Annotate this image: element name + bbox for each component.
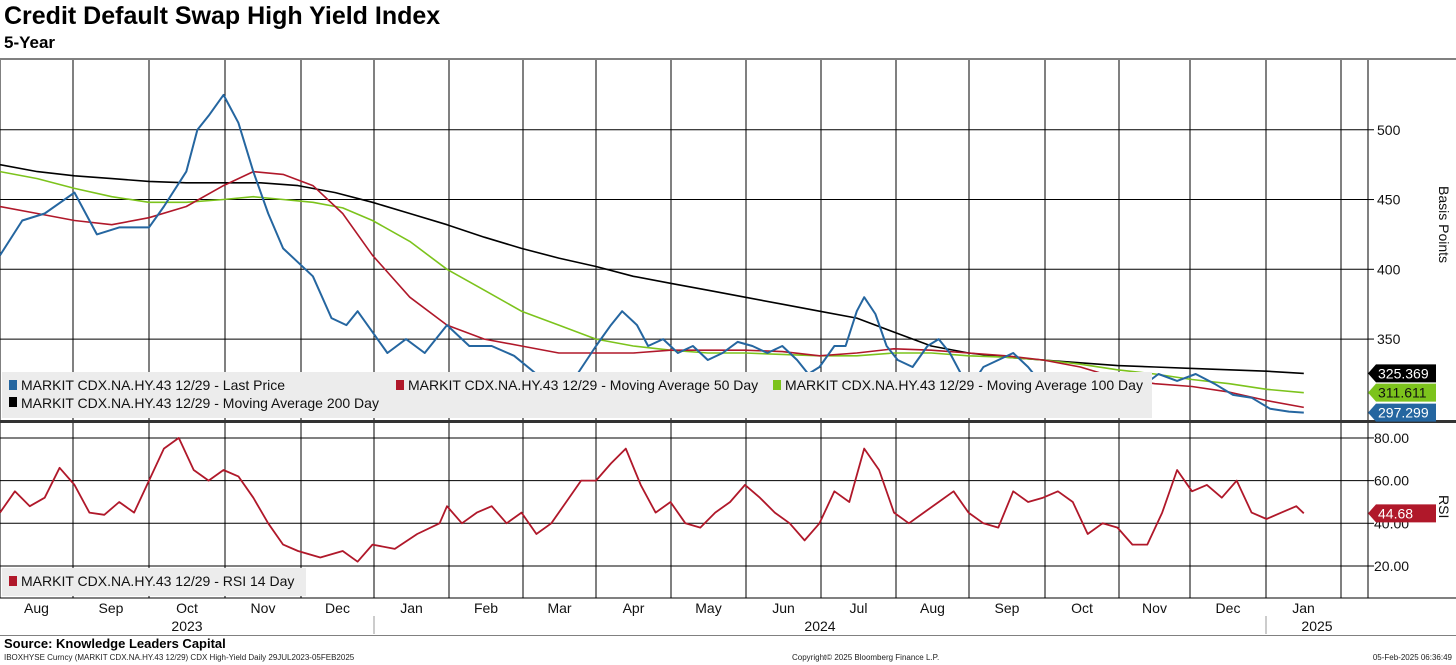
panel-separator [0, 420, 1456, 423]
last-price-flag: 297.299 [1368, 403, 1436, 422]
chart-subtitle: 5-Year [4, 33, 56, 52]
rsi-legend-box [2, 568, 306, 596]
x-month-label: Apr [623, 600, 645, 616]
legend-label-ma100: MARKIT CDX.NA.HY.43 12/29 - Moving Avera… [785, 377, 1143, 393]
footer-copyright: Copyright© 2025 Bloomberg Finance L.P. [792, 653, 940, 662]
rsi-ytick-label: 80.00 [1374, 430, 1409, 446]
x-month-label: Jul [850, 600, 868, 616]
legend-label-ma50: MARKIT CDX.NA.HY.43 12/29 - Moving Avera… [408, 377, 758, 393]
legend-swatch-ma200 [9, 397, 17, 407]
last-price-flag-text: 297.299 [1378, 405, 1429, 421]
legend-swatch-ma100 [773, 380, 781, 390]
ma200-last-flag-shape [1368, 364, 1436, 383]
ma100-line [0, 170, 1304, 394]
price-ytick-label: 400 [1377, 261, 1401, 277]
rsi-last-flag: 44.68 [1368, 504, 1436, 523]
rsi-ytick-label: 20.00 [1374, 558, 1409, 574]
ma200-line [0, 163, 1304, 375]
x-month-label: Jan [400, 600, 423, 616]
footer-security-info: IBOXHYSE Curncy (MARKIT CDX.NA.HY.43 12/… [4, 653, 355, 662]
rsi-last-flag-shape [1368, 504, 1436, 523]
price-ytick-label: 500 [1377, 122, 1401, 138]
ma100-last-flag-shape [1368, 383, 1436, 402]
price-ytick-label: 350 [1377, 331, 1401, 347]
x-month-label: Aug [24, 600, 49, 616]
price-legend-box [2, 372, 1152, 418]
x-axis-labels: Aug Sep Oct Nov Dec Jan Feb Mar Apr May Jun Jul Aug S… [24, 600, 1333, 634]
grid-lines [0, 60, 1368, 598]
x-month-label: Nov [251, 600, 276, 616]
chart-canvas: MARKIT CDX.NA.HY.43 12/29 - Last Price M… [0, 58, 1456, 636]
x-year-label: 2024 [804, 618, 835, 634]
legend-swatch-rsi [9, 576, 17, 586]
source-note: Source: Knowledge Leaders Capital [4, 636, 226, 651]
legend-label-rsi: MARKIT CDX.NA.HY.43 12/29 - RSI 14 Day [21, 573, 294, 589]
rsi-line [0, 436, 1305, 563]
x-year-label: 2023 [171, 618, 202, 634]
chart-frame [0, 58, 1456, 636]
rsi-legend: MARKIT CDX.NA.HY.43 12/29 - RSI 14 Day [2, 568, 306, 596]
series-lines [0, 93, 1305, 563]
ma200-last-flag: 325.369 [1368, 364, 1436, 383]
x-month-label: Dec [325, 600, 350, 616]
ma50-line [0, 170, 1304, 409]
x-month-label: Jun [772, 600, 795, 616]
ma100-last-flag: 311.611 [1368, 383, 1436, 402]
last-price-flag-shape [1368, 403, 1436, 422]
x-month-label: Sep [995, 600, 1020, 616]
legend-label-ma200: MARKIT CDX.NA.HY.43 12/29 - Moving Avera… [21, 395, 379, 411]
x-month-label: Aug [920, 600, 945, 616]
price-y-axis-label: Basis Points [1436, 186, 1452, 263]
last-value-flags: 325.369 311.611 297.299 44.68 [1368, 364, 1436, 523]
x-month-label: May [695, 600, 721, 616]
x-year-label: 2025 [1301, 618, 1332, 634]
rsi-last-flag-text: 44.68 [1378, 505, 1413, 521]
price-ytick-label: 450 [1377, 192, 1401, 208]
footer-timestamp: 05-Feb-2025 06:36:49 [1372, 653, 1452, 662]
rsi-y-axis-label: RSI [1436, 495, 1452, 518]
ma100-last-flag-text: 311.611 [1378, 385, 1427, 401]
rsi-ytick-label: 60.00 [1374, 473, 1409, 489]
x-month-label: Oct [176, 600, 198, 616]
ma200-last-flag-text: 325.369 [1378, 365, 1429, 381]
legend-label-last-price: MARKIT CDX.NA.HY.43 12/29 - Last Price [21, 377, 285, 393]
legend-swatch-ma50 [396, 380, 404, 390]
x-month-label: Oct [1071, 600, 1093, 616]
x-month-label: Sep [99, 600, 124, 616]
x-month-label: Dec [1216, 600, 1241, 616]
legend-swatch-last-price [9, 380, 17, 390]
x-month-label: Jan [1292, 600, 1315, 616]
chart-title: Credit Default Swap High Yield Index [4, 2, 441, 30]
price-legend: MARKIT CDX.NA.HY.43 12/29 - Last Price M… [2, 372, 1152, 418]
x-month-label: Feb [474, 600, 498, 616]
x-month-label: Mar [547, 600, 571, 616]
x-month-label: Nov [1142, 600, 1167, 616]
